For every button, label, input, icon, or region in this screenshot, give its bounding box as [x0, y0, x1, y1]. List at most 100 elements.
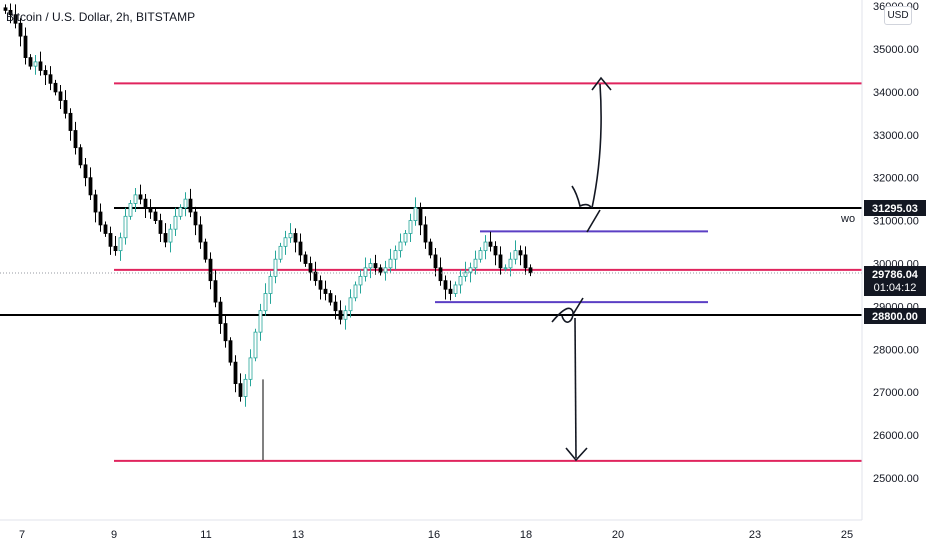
candle-body [43, 70, 48, 76]
level-note: wo [840, 213, 855, 225]
candle-body [318, 280, 323, 290]
candle-body [333, 301, 338, 312]
candle-body [248, 357, 253, 380]
horizontal-levels [0, 82, 862, 462]
y-tick-label: 33000.00 [873, 130, 919, 142]
candle-body [303, 254, 308, 264]
candle-body [433, 254, 438, 269]
candle-body [123, 215, 128, 239]
candle-body [378, 267, 383, 273]
candle-body [358, 275, 363, 286]
candle-body [428, 241, 433, 256]
candle-body [298, 241, 303, 256]
candle-body [153, 211, 158, 222]
candle-body [273, 258, 278, 277]
candle-body [308, 263, 313, 273]
candle-body [323, 288, 328, 294]
x-tick-label: 13 [292, 529, 304, 541]
annotations [551, 76, 612, 462]
y-tick-label: 28000.00 [873, 344, 919, 356]
candle-body [178, 207, 183, 217]
x-tick-label: 11 [200, 529, 211, 541]
candle-body [228, 340, 233, 363]
support-label-bg [864, 308, 926, 324]
down-arrow-head [565, 447, 588, 462]
time-axis[interactable]: 7 9 11 13 16 18 20 23 25 [19, 529, 853, 541]
candle-body [253, 331, 258, 359]
last-price-label: 29786.04 01:04:12 [864, 266, 926, 296]
candle-body [88, 177, 93, 196]
candle-body [493, 245, 498, 256]
candle-body [118, 237, 123, 252]
candle-body [438, 267, 443, 282]
hand-mark-lower [551, 307, 574, 323]
candle-body [133, 194, 138, 204]
y-tick-label: 34000.00 [873, 87, 919, 99]
candle-body [283, 237, 288, 247]
x-tick-label: 18 [520, 529, 532, 541]
candle-body [268, 275, 273, 294]
candle-body [108, 233, 113, 247]
x-tick-label: 23 [749, 529, 761, 541]
hand-mark-upper [571, 185, 592, 208]
y-tick-label: 35000.00 [873, 44, 919, 56]
candle-body [223, 323, 228, 342]
y-tick-label: 31000.00 [873, 216, 919, 228]
candle-body [73, 130, 78, 149]
candle-body [418, 207, 423, 226]
candle-body [138, 194, 143, 200]
candle-body [338, 310, 343, 320]
candle-body [148, 207, 153, 213]
candle-body [508, 258, 513, 269]
candle-body [143, 198, 148, 209]
candle-body [198, 224, 203, 243]
up-arrow-shaft [591, 83, 602, 209]
y-tick-label: 32000.00 [873, 173, 919, 185]
candle-body [488, 241, 493, 247]
candle-body [353, 284, 358, 299]
candle-body [343, 310, 348, 320]
candle-body [278, 245, 283, 260]
candle-body [453, 284, 458, 294]
candle-body [483, 241, 488, 252]
candle-body [288, 233, 293, 239]
candle-body [398, 241, 403, 252]
candle-body [518, 250, 523, 256]
candle-body [18, 22, 23, 37]
candle-body [403, 233, 408, 243]
x-tick-label: 7 [19, 529, 25, 541]
y-tick-label: 26000.00 [873, 430, 919, 442]
candle-body [63, 100, 68, 114]
candle-body [393, 250, 398, 260]
candle-body [103, 224, 108, 234]
candle-body [443, 280, 448, 290]
candle-body [183, 198, 188, 209]
candles [3, 3, 533, 460]
candle-body [53, 82, 58, 93]
candle-body [463, 271, 468, 277]
candle-body [243, 378, 248, 397]
candle-body [238, 383, 243, 397]
x-tick-label: 20 [612, 529, 624, 541]
candle-body [33, 61, 38, 67]
candle-body [293, 233, 298, 243]
x-tick-label: 25 [841, 529, 853, 541]
candle-body [68, 112, 73, 131]
candle-body [8, 9, 13, 16]
candle-body [523, 254, 528, 269]
candle-body [173, 215, 178, 230]
candle-body [313, 271, 318, 282]
candle-body [3, 7, 8, 11]
candle-body [383, 267, 388, 273]
candle-body [38, 61, 43, 71]
candle-body [93, 194, 98, 213]
candle-body [83, 164, 88, 179]
candle-body [113, 245, 118, 252]
candle-body [448, 288, 453, 294]
resistance-price-label: 31295.03 [864, 200, 926, 216]
candle-body [373, 263, 378, 269]
currency-button[interactable]: USD [884, 6, 912, 25]
candle-body [498, 254, 503, 269]
